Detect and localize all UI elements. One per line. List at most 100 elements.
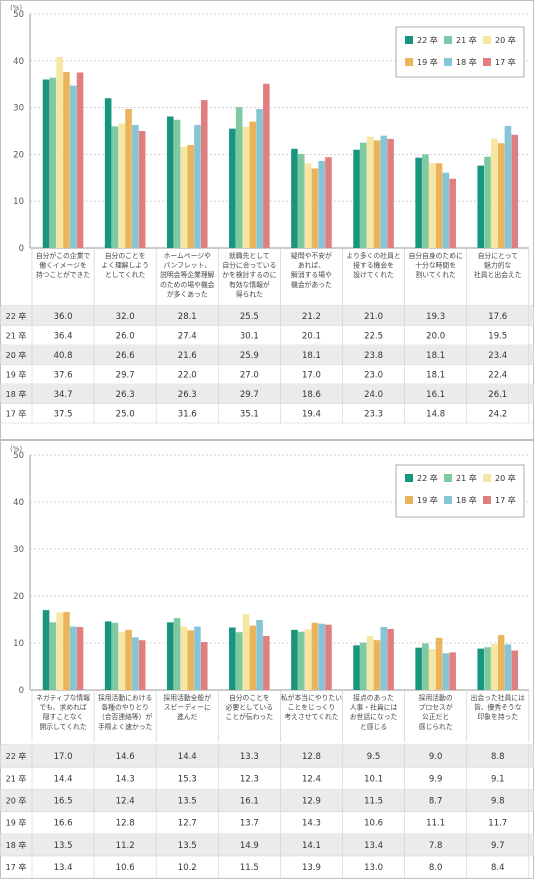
bar [297, 153, 305, 248]
bar [69, 85, 77, 248]
table-row-band [0, 745, 534, 768]
bar [173, 618, 181, 690]
bar [104, 621, 112, 690]
table-cell-value: 12.4 [116, 797, 135, 807]
category-label: 機会があった [291, 280, 332, 289]
category-label: 必要としている [226, 703, 273, 712]
category-label: 公正だと [422, 713, 449, 721]
bar [504, 125, 512, 248]
bar [511, 134, 519, 248]
category-label: 自分にとって [478, 251, 518, 260]
legend-swatch [483, 36, 491, 44]
bar [132, 124, 139, 248]
category-label: 魅力的な [484, 261, 511, 270]
bar [442, 172, 450, 248]
category-label: 持つことができた [36, 270, 91, 279]
table-cell-value: 17.6 [488, 312, 507, 322]
legend-label: 21 卒 [456, 473, 477, 483]
bar [297, 631, 305, 690]
table-cell-value: 7.8 [429, 841, 443, 851]
table-cell-value: 12.4 [302, 774, 321, 784]
table-cell-value: 12.8 [302, 752, 321, 762]
legend-swatch [444, 474, 452, 482]
legend-box [395, 464, 525, 518]
bar [76, 72, 84, 248]
bar [504, 644, 512, 690]
table-row-label: 18 卒 [6, 840, 27, 850]
y-tick-label: 20 [13, 592, 24, 602]
table-cell-value: 9.7 [491, 841, 505, 851]
bar [56, 57, 63, 248]
table-row-label: 18 卒 [6, 389, 27, 399]
table-row-label: 20 卒 [6, 796, 27, 806]
table-cell-value: 13.4 [54, 863, 73, 873]
table-cell-value: 8.8 [491, 752, 505, 762]
bar [125, 629, 132, 690]
y-axis-unit: (%) [10, 4, 22, 12]
bar [63, 611, 70, 690]
y-tick-label: 30 [13, 104, 24, 114]
table-cell-value: 13.5 [178, 841, 197, 851]
table-cell-value: 18.6 [302, 390, 321, 400]
category-label: 疑問や不安が [291, 251, 332, 260]
legend-label: 22 卒 [417, 35, 438, 45]
legend-swatch [405, 496, 413, 504]
table-cell-value: 18.1 [426, 370, 445, 380]
table-cell-value: 12.7 [178, 819, 197, 829]
category-label: 私が本当にやりたい [281, 693, 342, 702]
table-cell-value: 13.5 [54, 841, 73, 851]
category-label: あれば、 [298, 261, 325, 270]
category-label: かを検討するのに [222, 270, 277, 279]
bar [422, 154, 429, 248]
y-axis-unit: (%) [10, 445, 22, 453]
bar [415, 647, 422, 690]
bar [242, 614, 250, 690]
y-tick-label: 40 [13, 57, 24, 67]
legend-label: 22 卒 [417, 473, 438, 483]
table-row-band [0, 306, 534, 326]
table-cell-value: 21.2 [302, 312, 321, 322]
bar [366, 136, 374, 248]
table-cell-value: 20.0 [426, 331, 445, 341]
table-row-label: 22 卒 [6, 311, 27, 321]
bar [442, 653, 450, 690]
table-cell-value: 11.7 [488, 819, 507, 829]
table-cell-value: 18.1 [426, 351, 445, 361]
table-row-label: 21 卒 [6, 330, 27, 340]
bar [235, 632, 243, 690]
legend: 22 卒 21 卒 20 卒 19 卒 18 卒 17 卒 [395, 464, 525, 518]
bar [256, 619, 263, 690]
bar [132, 637, 139, 690]
category-label: 割いてくれた [415, 270, 456, 279]
bar [42, 79, 50, 249]
bar [380, 627, 388, 690]
table-cell-value: 25.9 [240, 351, 259, 361]
table-cell-value: 40.8 [54, 351, 73, 361]
bar [511, 650, 519, 690]
category-label: 印象を持った [477, 712, 518, 721]
table-cell-value: 26.3 [116, 390, 135, 400]
table-cell-value: 14.3 [302, 819, 321, 829]
table-cell-value: 25.5 [240, 312, 259, 322]
category-label: が多くあった [167, 289, 208, 298]
bar [256, 109, 263, 248]
category-label: （合否連絡等）が [98, 712, 153, 721]
table-cell-value: 25.0 [116, 409, 135, 419]
category-label: 有効な情報が [229, 280, 270, 289]
bar [56, 612, 63, 690]
bar [166, 116, 174, 248]
table-cell-value: 11.5 [240, 863, 259, 873]
legend-label: 17 卒 [495, 57, 516, 67]
category-label: パンフレット、 [163, 262, 211, 270]
y-tick-label: 30 [13, 545, 24, 555]
category-label: としてくれた [105, 271, 146, 279]
bar [422, 643, 429, 690]
category-label: 手際よく速かった [98, 722, 153, 731]
table-cell-value: 22.5 [364, 331, 383, 341]
table-cell-value: 20.1 [302, 331, 321, 341]
table-cell-value: 21.6 [178, 351, 197, 361]
table-cell-value: 12.8 [116, 819, 135, 829]
table-cell-value: 19.5 [488, 331, 507, 341]
category-label: 説明会等企業理解 [160, 270, 215, 279]
bar [166, 622, 174, 690]
